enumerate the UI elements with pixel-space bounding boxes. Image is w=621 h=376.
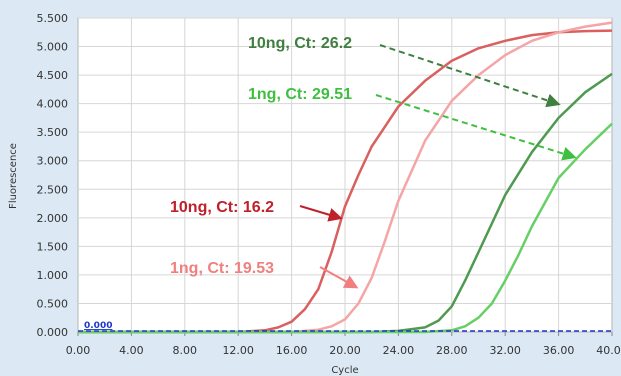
annotation-arrow xyxy=(379,44,561,108)
x-tick-label: 12.00 xyxy=(222,344,254,357)
y-axis-title: Fluorescence xyxy=(8,143,19,209)
y-tick-label: 1.500 xyxy=(37,240,69,253)
threshold-line: 0.000 xyxy=(78,321,612,332)
y-tick-labels: 0.000 0.500 1.000 1.500 2.000 2.500 3.000 3.500… xyxy=(37,12,69,339)
x-tick-labels: 0.00 4.00 8.00 12.00 16.00 20.00 24.00 28.00 32.… xyxy=(66,344,621,357)
series-line-1 xyxy=(78,29,613,334)
x-tick-label: 36.00 xyxy=(543,344,575,357)
y-tick-label: 0.000 xyxy=(37,326,69,339)
series-line-2 xyxy=(78,21,613,334)
y-tick-label: 4.500 xyxy=(37,69,69,82)
y-tick-label: 5.500 xyxy=(37,12,69,25)
annotations: 10ng, Ct: 26.2 1ng, Ct: 29.51 10ng, Ct: 16… xyxy=(170,35,577,289)
y-tick-label: 4.000 xyxy=(37,98,69,111)
y-tick-label: 2.500 xyxy=(37,183,69,196)
annotation-label: 10ng, Ct: 26.2 xyxy=(248,35,352,52)
annotation-arrow xyxy=(375,94,577,161)
y-tick-label: 2.000 xyxy=(37,212,69,225)
gridlines xyxy=(77,17,613,336)
annotation-arrow xyxy=(319,266,359,289)
annotation-label: 10ng, Ct: 16.2 xyxy=(170,199,274,216)
x-axis-title: Cycle xyxy=(331,365,358,376)
y-tick-label: 1.000 xyxy=(37,269,69,282)
y-tick-label: 5.000 xyxy=(37,41,69,54)
y-tick-label: 3.500 xyxy=(37,126,69,139)
threshold-label: 0.000 xyxy=(84,321,112,331)
y-tick-label: 3.000 xyxy=(37,155,69,168)
x-tick-label: 20.00 xyxy=(329,344,361,357)
x-tick-label: 40.00 xyxy=(596,344,621,357)
x-tick-label: 16.00 xyxy=(276,344,308,357)
annotation-arrow xyxy=(299,205,343,222)
annotation-label: 1ng, Ct: 29.51 xyxy=(248,86,352,103)
x-tick-label: 8.00 xyxy=(173,344,198,357)
x-tick-label: 24.00 xyxy=(383,344,415,357)
x-tick-label: 0.00 xyxy=(66,344,91,357)
x-tick-label: 28.00 xyxy=(436,344,468,357)
x-tick-label: 4.00 xyxy=(119,344,144,357)
x-tick-label: 32.00 xyxy=(489,344,521,357)
y-tick-label: 0.500 xyxy=(37,297,69,310)
annotation-label: 1ng, Ct: 19.53 xyxy=(170,260,274,277)
